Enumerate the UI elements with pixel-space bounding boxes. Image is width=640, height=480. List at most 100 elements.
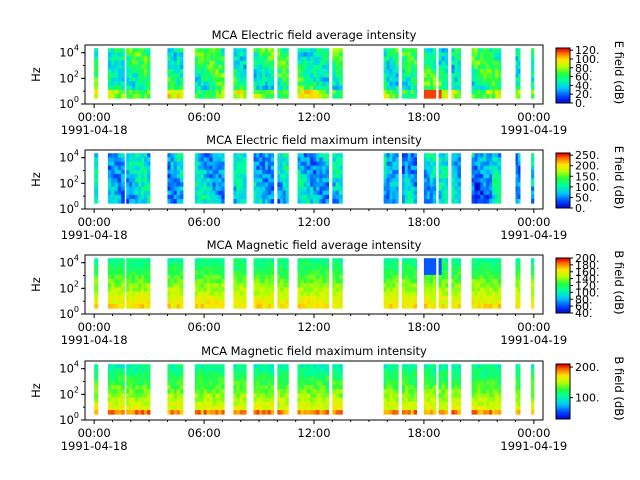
heatmap-cell: [203, 304, 208, 309]
heatmap-cell: [209, 153, 213, 158]
heatmap-cell: [313, 291, 317, 297]
heatmap-cell: [322, 85, 326, 91]
heatmap-cell: [441, 52, 446, 57]
heatmap-cell: [441, 295, 446, 301]
heatmap-cell: [262, 94, 266, 99]
heatmap-cell: [282, 283, 287, 288]
heatmap-cell: [243, 161, 247, 167]
heatmap-cell: [313, 186, 317, 192]
heatmap-cell: [218, 258, 222, 263]
colorbar-segment: [556, 188, 570, 191]
heatmap-cell: [401, 270, 406, 276]
heatmap-cell: [132, 77, 136, 82]
heatmap-cell: [303, 60, 308, 66]
heatmap-cell: [179, 380, 184, 386]
heatmap-cell: [285, 304, 289, 309]
heatmap-cell: [129, 64, 133, 70]
heatmap-cell: [170, 77, 175, 82]
heatmap-cell: [325, 380, 330, 386]
heatmap-cell: [457, 283, 461, 288]
heatmap-cell: [474, 393, 478, 398]
heatmap-cell: [407, 199, 412, 204]
heatmap-cell: [407, 372, 412, 378]
heatmap-cell: [135, 405, 139, 411]
heatmap-cell: [117, 385, 122, 390]
heatmap-cell: [285, 85, 289, 91]
heatmap-cell: [432, 77, 437, 82]
heatmap-cell: [194, 56, 199, 62]
heatmap-cell: [300, 368, 305, 373]
heatmap-cell: [233, 376, 237, 382]
heatmap-cell: [404, 389, 409, 394]
heatmap-cell: [243, 389, 247, 394]
heatmap-cell: [262, 410, 266, 415]
heatmap-cell: [144, 77, 148, 82]
heatmap-cell: [126, 153, 130, 158]
heatmap-cell: [265, 274, 269, 280]
heatmap-cell: [173, 279, 178, 284]
colorbar-segment: [556, 65, 570, 68]
heatmap-cell: [194, 52, 199, 57]
heatmap-cell: [209, 364, 213, 369]
heatmap-cell: [395, 56, 399, 62]
heatmap-cell: [297, 157, 302, 162]
heatmap-cell: [322, 190, 326, 196]
heatmap-cell: [383, 190, 387, 196]
heatmap-cell: [121, 165, 125, 171]
heatmap-cell: [243, 178, 247, 183]
heatmap-cell: [489, 376, 493, 382]
heatmap-cell: [179, 165, 184, 171]
heatmap-cell: [173, 89, 178, 95]
colorbar-segment: [556, 155, 570, 158]
heatmap-cell: [111, 186, 115, 192]
heatmap-cell: [497, 165, 502, 171]
heatmap-cell: [262, 165, 266, 171]
heatmap-cell: [423, 89, 428, 95]
heatmap-cell: [167, 48, 171, 53]
colorbar-segment: [556, 401, 570, 403]
heatmap-cell: [454, 77, 458, 82]
heatmap-cell: [173, 48, 178, 53]
heatmap-cell: [389, 85, 393, 91]
heatmap-cell: [454, 161, 458, 167]
y-tick-exponent: 0: [74, 411, 79, 420]
heatmap-cell: [497, 48, 502, 53]
heatmap-cell: [209, 64, 213, 70]
colorbar-segment: [556, 78, 570, 81]
heatmap-cell: [94, 287, 99, 292]
heatmap-cell: [531, 274, 535, 280]
heatmap-cell: [212, 77, 216, 82]
heatmap-cell: [200, 274, 205, 280]
heatmap-cell: [203, 165, 208, 171]
data-interval: [94, 258, 99, 309]
heatmap-cell: [270, 89, 275, 95]
heatmap-cell: [306, 64, 311, 70]
heatmap-cell: [531, 56, 535, 62]
heatmap-cell: [239, 258, 244, 263]
heatmap-cell: [386, 52, 390, 57]
heatmap-cell: [401, 376, 406, 382]
heatmap-cell: [407, 295, 412, 301]
heatmap-cell: [285, 262, 289, 267]
colorbar-segment: [556, 260, 570, 263]
heatmap-cell: [426, 270, 431, 276]
heatmap-cell: [423, 401, 428, 407]
heatmap-cell: [319, 153, 323, 158]
heatmap-cell: [94, 299, 99, 305]
heatmap-cell: [309, 161, 314, 167]
heatmap-cell: [429, 178, 434, 183]
heatmap-cell: [126, 64, 130, 70]
heatmap-cell: [126, 364, 130, 369]
heatmap-cell: [215, 157, 219, 162]
heatmap-cell: [471, 397, 475, 403]
heatmap-cell: [147, 73, 151, 78]
heatmap-cell: [303, 380, 308, 386]
heatmap-cell: [489, 368, 493, 373]
heatmap-cell: [218, 372, 222, 378]
colorbar-tick-label: 0.: [575, 97, 586, 110]
heatmap-cell: [339, 270, 343, 276]
heatmap-cell: [332, 157, 337, 162]
heatmap-cell: [126, 81, 130, 87]
heatmap-cell: [489, 401, 493, 407]
heatmap-cell: [389, 94, 393, 99]
